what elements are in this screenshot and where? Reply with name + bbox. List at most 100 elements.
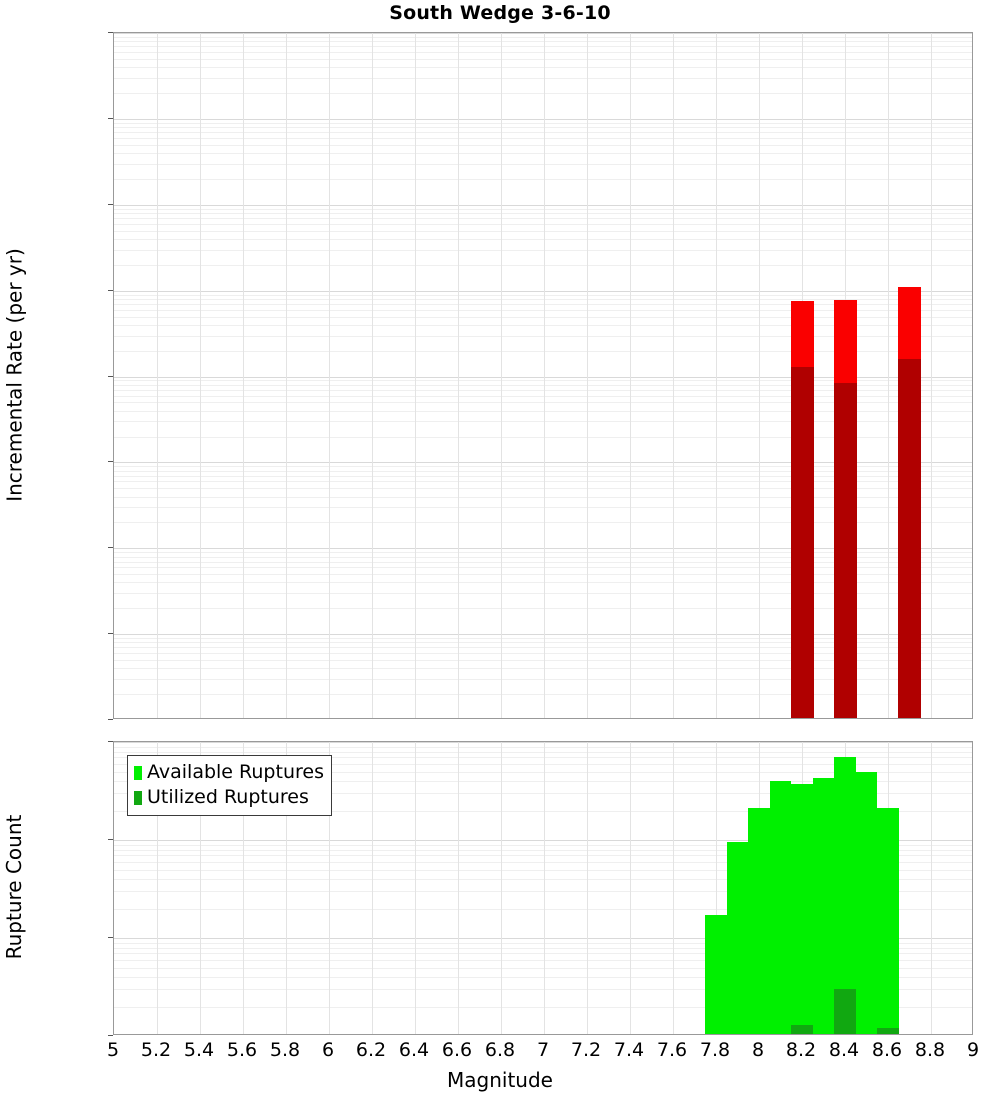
gridline-minor [114,223,972,225]
xtick-label: 7.8 [699,1039,731,1061]
xtick-label: 8.8 [914,1039,946,1061]
ytick-mark [108,375,113,377]
gridline-minor [114,989,972,991]
gridline-vertical [286,742,287,1034]
xtick-label: 5.2 [140,1039,172,1061]
gridline-minor [114,679,972,680]
top-yaxis-label: Incremental Rate (per yr) [2,247,26,502]
gridline-minor [114,694,972,696]
legend-item: Available Ruptures [134,760,324,785]
gridline-minor [114,793,972,795]
gridline-minor [114,849,972,851]
gridline-minor [114,309,972,311]
xtick-label: 8 [751,1039,765,1061]
gridline-vertical [673,742,674,1034]
xtick-label: 8.2 [785,1039,817,1061]
bar-available-ruptures [855,771,878,1034]
gridline-vertical [931,33,932,718]
gridline-vertical [243,742,244,1034]
gridline-vertical [587,33,588,718]
gridline-major [114,118,972,120]
bottom-legend: Available Ruptures Utilized Ruptures [127,755,332,816]
gridline-vertical [243,33,244,718]
gridline-vertical [415,742,416,1034]
bar-nucleation [898,359,921,718]
gridline-minor [114,608,972,610]
bar-available-ruptures [769,781,792,1034]
gridline-minor [114,395,972,397]
bar-available-ruptures [705,915,727,1034]
legend-label: Available Ruptures [147,761,324,783]
gridline-minor [114,942,972,944]
bar-available-ruptures [726,842,749,1034]
gridline-vertical [286,33,287,718]
gridline-minor [114,249,972,251]
bar-available-ruptures [748,808,770,1034]
ytick-mark [108,547,113,549]
gridline-minor [114,638,972,640]
gridline-minor [114,488,972,490]
bar-utilized-ruptures [791,1024,813,1034]
gridline-minor [114,77,972,79]
xtick-label: 5.8 [269,1039,301,1061]
gridline-minor [114,294,972,296]
gridline-major [114,33,972,34]
gridline-major [114,634,972,636]
bar-available-ruptures [834,757,856,1034]
gridline-major [114,742,972,743]
xtick-label: 9 [966,1039,980,1061]
gridline-minor [114,230,972,232]
gridline-minor [114,213,972,215]
gridline-minor [114,751,972,753]
gridline-vertical [544,742,545,1034]
gridline-minor [114,466,972,468]
gridline-minor [114,316,972,318]
gridline-vertical [200,33,201,718]
gridline-vertical [630,33,631,718]
gridline-vertical [587,742,588,1034]
gridline-minor [114,421,972,423]
gridline-minor [114,567,972,569]
gridline-minor [114,746,972,748]
gridline-minor [114,593,972,595]
ytick-mark [108,1035,113,1036]
gridline-minor [114,470,972,472]
gridline-minor [114,908,972,910]
gridline-minor [114,380,972,382]
gridline-minor [114,574,972,576]
gridline-minor [114,436,972,438]
xtick-label: 7 [536,1039,550,1061]
gridline-minor [114,67,972,69]
xtick-label: 6 [321,1039,335,1061]
gridline-minor [114,763,972,765]
gridline-vertical [501,742,502,1034]
ytick-mark [108,203,113,205]
legend-swatch-icon [134,765,142,780]
gridline-minor [114,137,972,139]
gridline-vertical [200,742,201,1034]
gridline-minor [114,218,972,220]
ytick-mark [108,117,113,119]
gridline-minor [114,389,972,391]
gridline-minor [114,879,972,880]
legend-label: Utilized Ruptures [147,786,309,808]
gridline-vertical [544,33,545,718]
page-title: South Wedge 3-6-10 [389,2,611,24]
gridline-vertical [630,742,631,1034]
ytick-mark [108,461,113,463]
gridline-vertical [157,742,158,1034]
ytick-mark [108,719,113,720]
gridline-vertical [673,33,674,718]
gridline-minor [114,144,972,146]
gridline-minor [114,642,972,644]
xtick-label: 8.4 [828,1039,860,1061]
gridline-minor [114,410,972,412]
xtick-label: 6.8 [484,1039,516,1061]
gridline-minor [114,132,972,134]
gridline-minor [114,384,972,386]
gridline-vertical [458,742,459,1034]
gridline-vertical [501,33,502,718]
gridline-vertical [157,33,158,718]
gridline-vertical [458,33,459,718]
bar-available-ruptures [877,808,899,1034]
